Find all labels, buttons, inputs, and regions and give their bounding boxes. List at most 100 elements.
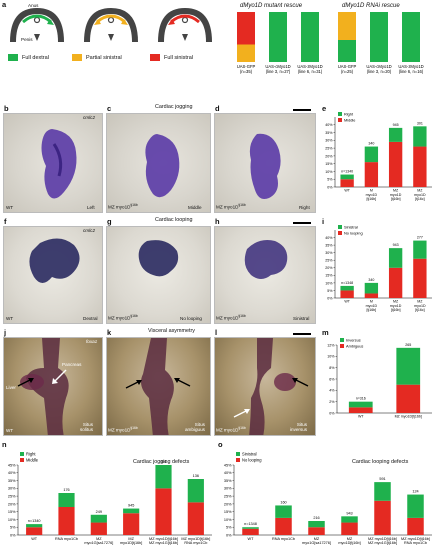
count-label: n=1348 (341, 281, 353, 285)
penis-label: Penis (21, 37, 33, 42)
bar-right (123, 508, 140, 514)
bar-inversus (396, 347, 421, 385)
panel-c-label: c (107, 104, 112, 113)
y-tick-label: 12% (327, 343, 335, 347)
mutant-rescue-title: dMyo1D mutant rescue (240, 3, 303, 9)
panel-m-label: m (322, 328, 329, 337)
y-tick-label: 15% (325, 162, 333, 166)
y-tick-label: 40% (8, 471, 16, 475)
tick-label: (line 6, n=31) (298, 69, 323, 74)
legend-label: No looping (344, 231, 363, 236)
bar-sinistral (374, 482, 391, 501)
count-label: 945 (393, 123, 399, 127)
y-tick-label: 20% (8, 502, 16, 506)
y-tick-label: 30% (224, 487, 232, 491)
bar-middle (123, 513, 140, 535)
photo-k-phenotype: Situs ambiguus (185, 422, 205, 433)
bar-middle (90, 522, 107, 535)
bar-middle (58, 507, 75, 535)
y-tick-label: 10% (224, 518, 232, 522)
organ-arrow-k-right (174, 378, 191, 387)
scale-bar-d (293, 109, 311, 111)
genitalia-diagram-full-sinistral (158, 8, 212, 42)
y-tick-label: 10% (325, 170, 333, 174)
photo-h-genotype: MZ myo1Dtj16b (216, 314, 246, 321)
photo-b-genotype: WT (6, 205, 14, 210)
y-tick-label: 40% (325, 123, 333, 127)
category-label: myo1D[tj16b] (338, 541, 360, 545)
category-label: [tj16b] (366, 197, 376, 201)
photo-b-phenotype: Left (87, 205, 95, 210)
bar-right (364, 146, 379, 163)
count-label: 340 (368, 142, 374, 146)
bar-dextral (370, 12, 388, 62)
category-label: [tj16b] (391, 308, 401, 312)
category-label: [tj16c] (415, 197, 425, 201)
tick-label: UAS-GFP (338, 64, 357, 69)
y-tick-label: 10% (327, 355, 335, 359)
liver-arrow (17, 378, 34, 387)
photo-l-phenotype: Situs inversus (290, 422, 308, 433)
bar-sinistral (341, 516, 358, 523)
bar-middle (364, 162, 379, 187)
tick-label: UAS-GFP (237, 64, 256, 69)
bar-nolooping (341, 522, 358, 535)
tick-label: UAS-zMyo1D (297, 64, 322, 69)
panel-l-label: l (215, 328, 218, 337)
bar-right (90, 514, 107, 523)
y-tick-label: 35% (8, 479, 16, 483)
count-label: n=1340 (341, 170, 353, 174)
bar-nolooping (275, 517, 292, 535)
category-label: MZ (347, 537, 353, 541)
category-label: WT (31, 537, 38, 541)
category-label: MZ myo1G[tj16b] (368, 541, 397, 545)
photo-j-phenotype: Situs solitus (80, 422, 94, 433)
panel-a-label: a (2, 0, 7, 9)
y-tick-label: 0% (226, 533, 232, 537)
category-label: WT (248, 537, 255, 541)
bar-dextral (301, 12, 319, 62)
organ-arrow-k-left (125, 380, 142, 389)
category-label: WT (358, 415, 364, 419)
bar-right (388, 127, 403, 142)
y-tick-label: 0% (327, 296, 333, 300)
photo-c (106, 113, 211, 213)
legend-swatch (20, 452, 24, 456)
photo-k-title: Visceral asymmetry (148, 328, 195, 334)
legend-label-partial-sinistral: Partial sinistral (86, 55, 122, 61)
photo-g-title: Cardiac looping (155, 217, 193, 223)
bar-sinistral (308, 521, 325, 528)
y-tick-label: 5% (327, 178, 333, 182)
photo-f-genotype: WT (6, 316, 14, 321)
legend-label: Ambiguus (346, 344, 363, 349)
photo-g (106, 226, 211, 324)
panel-h-label: h (215, 217, 220, 226)
bar-middle (155, 488, 172, 535)
y-tick-label: 20% (325, 154, 333, 158)
photo-j-marker: foxa1 (86, 339, 98, 344)
pancreas-label: Pancreas (62, 362, 82, 367)
panel-b-label: b (4, 104, 9, 113)
photo-f-phenotype: Dextral (83, 316, 98, 321)
count-label: 136 (193, 474, 199, 478)
category-label: [tj16b] (366, 308, 376, 312)
bar-sinistral (242, 527, 259, 529)
legend-label-full-dextral: Full dextral (22, 55, 49, 61)
category-label: [tj16b] (391, 197, 401, 201)
photo-b (3, 113, 103, 213)
y-tick-label: 45% (8, 463, 16, 467)
organ-arrow-l-white (233, 409, 250, 418)
mutant-rescue-chart: UAS-GFP(n=35) UAS-cMyo1D(line 3, n=27) UAS… (237, 12, 323, 74)
category-label: MZ myo1D[tj16b] (368, 537, 397, 541)
count-label: 340 (368, 278, 374, 282)
genitalia-diagram-dextral (10, 8, 64, 42)
category-label: RNA myo1Cb (272, 537, 295, 541)
bar-nolooping (242, 528, 259, 535)
photo-h (214, 226, 316, 324)
category-label: RNA myo1Cb (55, 537, 78, 541)
legend-swatch (338, 118, 342, 122)
count-label: 176 (63, 488, 69, 492)
